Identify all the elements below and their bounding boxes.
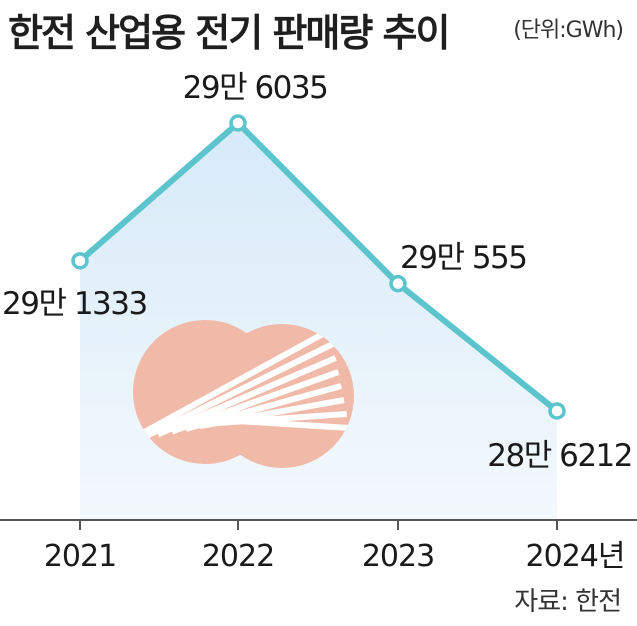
data-label: 29만 1333: [2, 286, 147, 322]
data-point: [71, 252, 89, 270]
unit-label: (단위:GWh): [513, 18, 624, 43]
data-point: [389, 274, 407, 293]
area-fill: [80, 123, 557, 520]
series-line: [78, 120, 559, 414]
data-label: 29만 6035: [183, 70, 328, 106]
kepco-logo-icon: [133, 320, 354, 468]
data-point: [229, 114, 247, 132]
data-label: 29만 555: [400, 240, 527, 276]
x-tick-label: 2023: [362, 539, 434, 574]
data-point: [548, 402, 566, 420]
source-note: 자료: 한전: [514, 587, 622, 617]
x-tick-label: 2022: [202, 539, 274, 574]
chart-title: 한전 산업용 전기 판매량 추이: [8, 11, 450, 55]
x-tick-label: 2024년: [526, 539, 625, 574]
data-label: 28만 6212: [487, 438, 632, 474]
x-tick-label: 2021: [44, 539, 116, 574]
